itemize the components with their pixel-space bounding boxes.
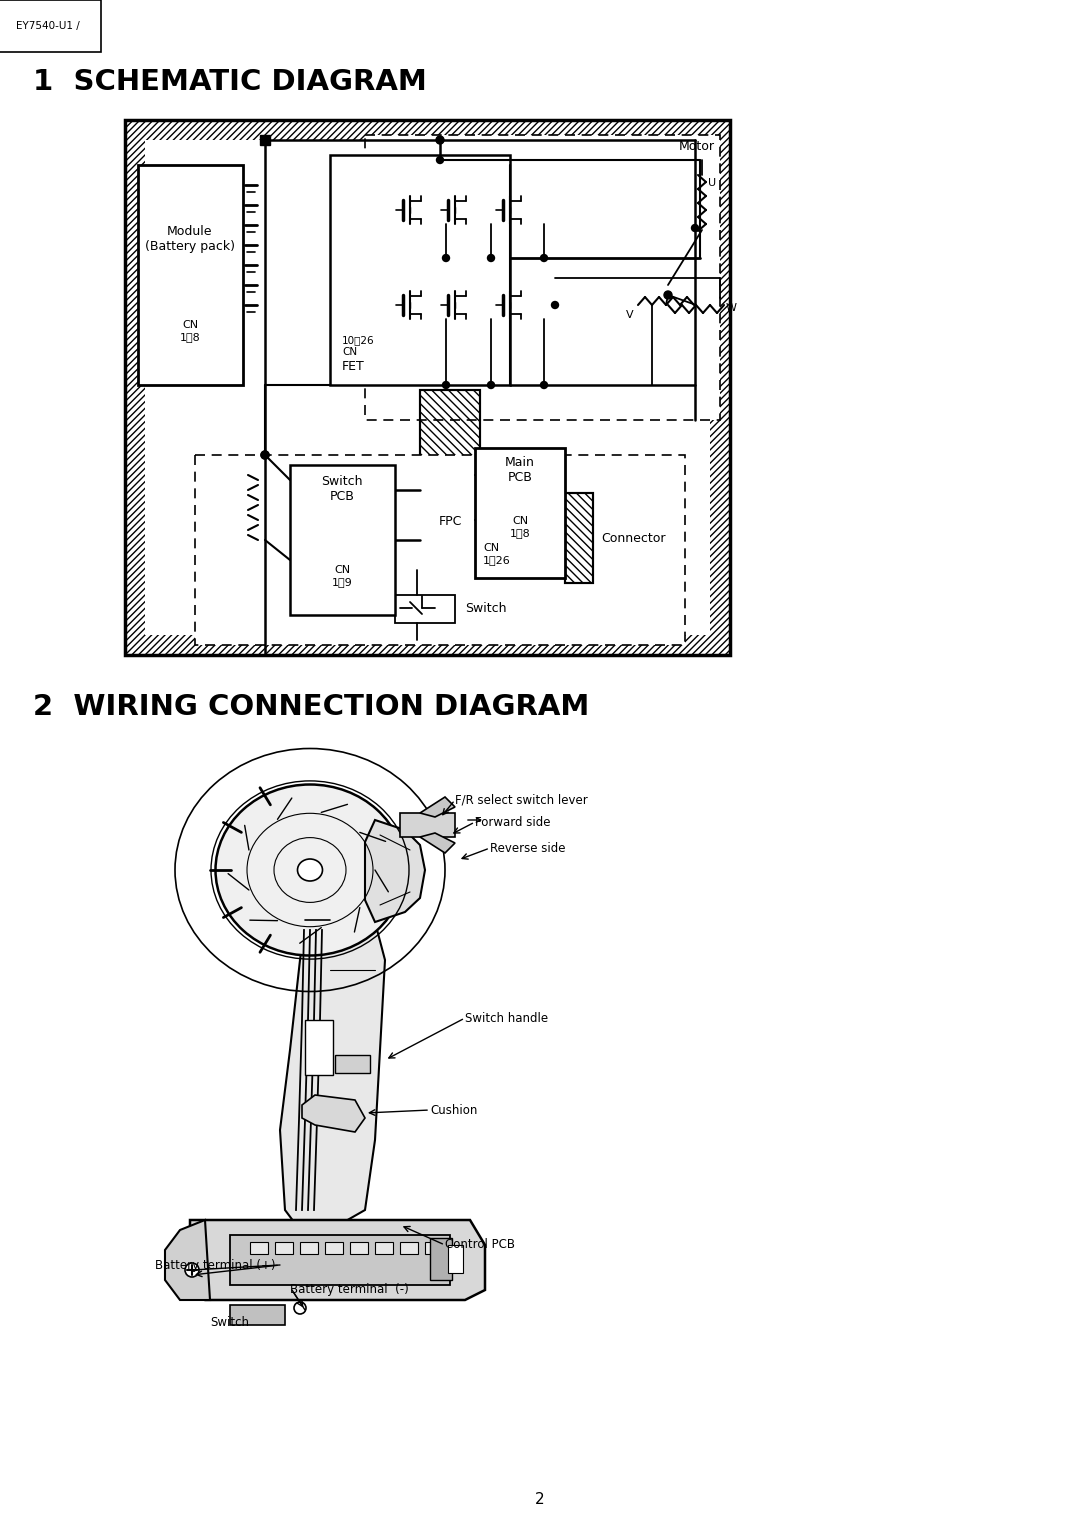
Circle shape xyxy=(261,451,269,458)
Text: Battery terminal  (-): Battery terminal (-) xyxy=(291,1284,408,1296)
Text: Switch
PCB: Switch PCB xyxy=(321,475,363,503)
Bar xyxy=(400,813,455,837)
Polygon shape xyxy=(365,821,426,921)
Bar xyxy=(448,1245,463,1273)
Ellipse shape xyxy=(216,784,405,955)
Bar xyxy=(400,1242,418,1254)
Bar xyxy=(291,465,395,614)
Text: Main
PCB: Main PCB xyxy=(505,455,535,484)
Text: CN
1～9: CN 1～9 xyxy=(332,565,352,587)
Text: EY7540-U1 /: EY7540-U1 / xyxy=(16,21,80,31)
Text: Battery terminal (+): Battery terminal (+) xyxy=(156,1259,275,1271)
Bar xyxy=(475,448,565,578)
Bar xyxy=(375,1242,393,1254)
Bar xyxy=(330,154,510,385)
Text: U: U xyxy=(708,177,716,188)
Bar xyxy=(430,1238,453,1280)
Bar xyxy=(365,134,720,420)
Bar xyxy=(300,1242,318,1254)
Text: Switch handle: Switch handle xyxy=(465,1012,549,1024)
Circle shape xyxy=(436,156,444,163)
Bar xyxy=(325,1242,343,1254)
Ellipse shape xyxy=(294,1302,306,1314)
Circle shape xyxy=(487,382,495,388)
Circle shape xyxy=(443,255,449,261)
Circle shape xyxy=(691,225,699,232)
Polygon shape xyxy=(165,1219,210,1300)
Text: Connector: Connector xyxy=(600,532,665,544)
Text: Motor: Motor xyxy=(679,141,715,153)
Ellipse shape xyxy=(297,859,323,882)
Text: Forward side: Forward side xyxy=(475,816,551,828)
Text: Control PCB: Control PCB xyxy=(445,1239,515,1251)
Circle shape xyxy=(540,255,548,261)
Ellipse shape xyxy=(185,1264,199,1277)
Text: FET: FET xyxy=(342,361,365,373)
Text: CN
1～8: CN 1～8 xyxy=(179,319,201,342)
Bar xyxy=(565,494,593,584)
Text: 1  SCHEMATIC DIAGRAM: 1 SCHEMATIC DIAGRAM xyxy=(33,69,427,96)
Bar xyxy=(420,390,480,510)
Text: CN
1～8: CN 1～8 xyxy=(510,516,530,538)
Text: FPC: FPC xyxy=(438,515,461,529)
Bar xyxy=(565,494,593,584)
Text: CN
1～26: CN 1～26 xyxy=(483,542,511,565)
Bar xyxy=(350,1242,368,1254)
Bar xyxy=(395,594,455,623)
Text: 2  WIRING CONNECTION DIAGRAM: 2 WIRING CONNECTION DIAGRAM xyxy=(33,694,590,721)
Circle shape xyxy=(443,382,449,388)
Text: F/R select switch lever: F/R select switch lever xyxy=(455,793,588,807)
Text: 2: 2 xyxy=(536,1493,544,1508)
Text: Cushion: Cushion xyxy=(430,1103,477,1117)
Circle shape xyxy=(664,290,672,299)
Text: 10～26
CN: 10～26 CN xyxy=(342,335,375,356)
Bar xyxy=(426,1242,443,1254)
Polygon shape xyxy=(190,1219,485,1300)
Bar xyxy=(195,455,685,645)
Bar xyxy=(249,1242,268,1254)
Text: Switch: Switch xyxy=(465,602,507,616)
Text: Switch: Switch xyxy=(211,1316,249,1328)
Text: V: V xyxy=(626,310,634,319)
Text: Reverse side: Reverse side xyxy=(490,842,566,854)
Bar xyxy=(275,1242,293,1254)
Circle shape xyxy=(261,451,269,458)
Circle shape xyxy=(540,382,548,388)
Text: Module
(Battery pack): Module (Battery pack) xyxy=(145,225,235,254)
Polygon shape xyxy=(420,798,455,817)
Text: W: W xyxy=(726,303,737,313)
Bar xyxy=(335,1054,370,1073)
Bar xyxy=(138,165,243,385)
Polygon shape xyxy=(302,1096,365,1132)
Circle shape xyxy=(487,255,495,261)
Bar xyxy=(260,134,270,145)
Bar xyxy=(145,141,710,636)
Bar xyxy=(305,1021,333,1076)
Bar xyxy=(230,1235,450,1285)
Circle shape xyxy=(436,136,444,144)
Circle shape xyxy=(261,136,269,144)
Bar xyxy=(125,121,730,656)
Bar xyxy=(420,390,480,510)
Polygon shape xyxy=(420,833,455,853)
Bar xyxy=(230,1305,285,1325)
Polygon shape xyxy=(280,920,384,1230)
Circle shape xyxy=(552,301,558,309)
